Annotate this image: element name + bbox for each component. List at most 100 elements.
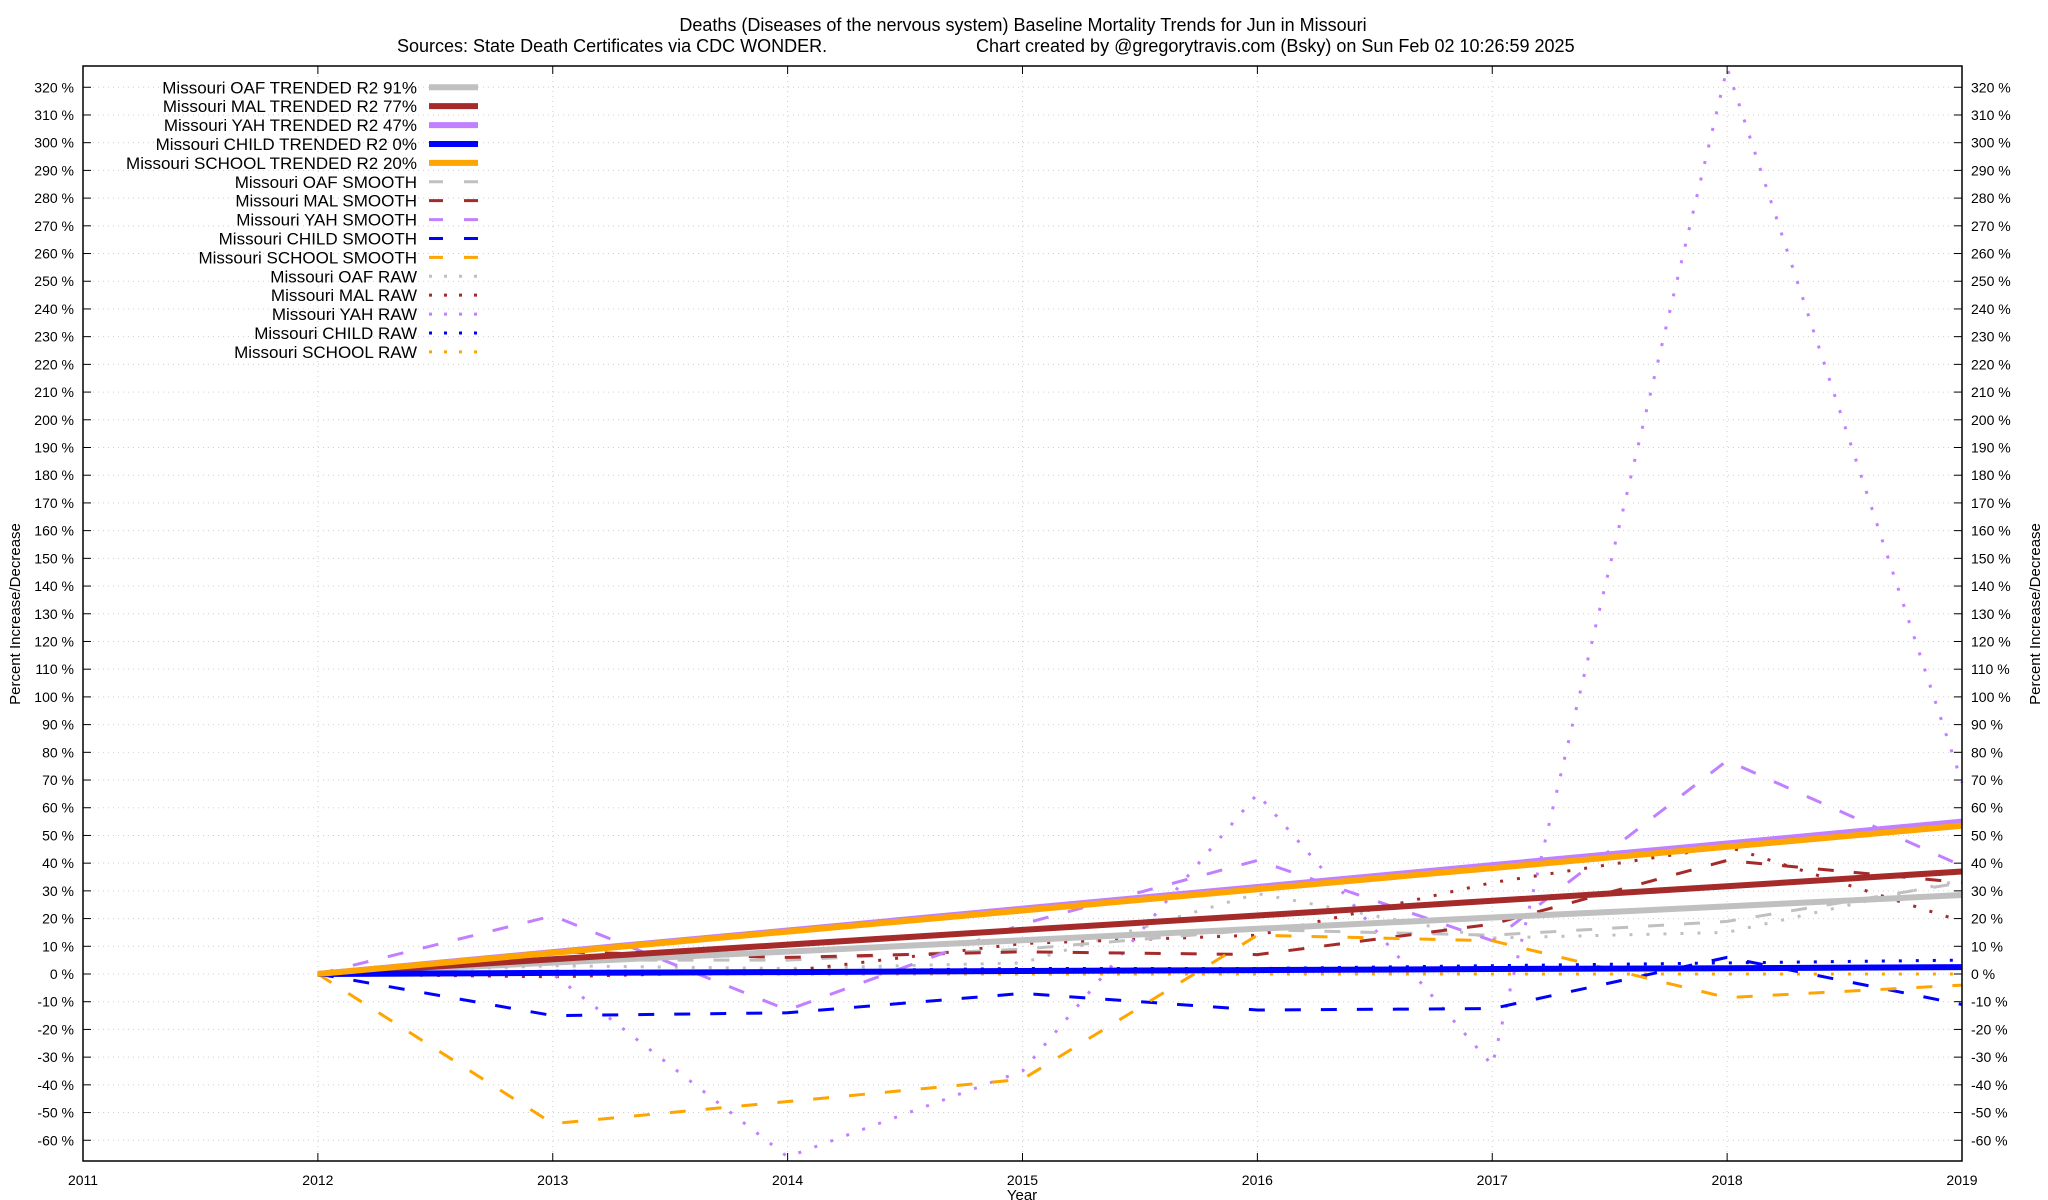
legend-label: Missouri YAH SMOOTH xyxy=(236,211,417,230)
y-tick-label: 280 % xyxy=(34,190,74,206)
y2-tick-label: 310 % xyxy=(1971,107,2011,123)
chart-title: Deaths (Diseases of the nervous system) … xyxy=(679,15,1366,35)
y2-tick-label: 180 % xyxy=(1971,467,2011,483)
series-line-trend-4 xyxy=(317,822,1963,977)
y-tick-label: 50 % xyxy=(42,827,74,843)
series-line-trend-0 xyxy=(317,892,1963,977)
series-line-raw-11 xyxy=(317,845,1963,979)
x-tick-label: 2015 xyxy=(1007,1172,1038,1188)
y2-tick-label: 0 % xyxy=(1971,966,1995,982)
legend-label: Missouri YAH RAW xyxy=(272,305,417,324)
y2-tick-label: 320 % xyxy=(1971,79,2011,95)
y-tick-label: 120 % xyxy=(34,633,74,649)
y2-tick-label: 20 % xyxy=(1971,911,2003,927)
legend-label: Missouri OAF TRENDED R2 91% xyxy=(162,78,417,97)
y-tick-label: 270 % xyxy=(34,218,74,234)
series-group xyxy=(317,66,1964,1159)
x-axis-label: Year xyxy=(1007,1187,1037,1200)
x-tick-label: 2013 xyxy=(537,1172,568,1188)
legend-label: Missouri CHILD RAW xyxy=(254,324,417,343)
y2-tick-label: 220 % xyxy=(1971,356,2011,372)
x-tick-label: 2012 xyxy=(302,1172,333,1188)
y2-tick-label: 230 % xyxy=(1971,329,2011,345)
legend-label: Missouri SCHOOL TRENDED R2 20% xyxy=(126,154,417,173)
y-tick-label: 260 % xyxy=(34,246,74,262)
y2-tick-label: 30 % xyxy=(1971,883,2003,899)
y2-tick-label: 260 % xyxy=(1971,246,2011,262)
y2-tick-label: 10 % xyxy=(1971,938,2003,954)
series-line-smooth-5 xyxy=(317,881,1963,976)
y-tick-label: 210 % xyxy=(34,384,74,400)
y-tick-label: 110 % xyxy=(35,661,74,677)
y-tick-label: -50 % xyxy=(37,1105,74,1121)
y2-tick-label: 70 % xyxy=(1971,772,2003,788)
legend-label: Missouri CHILD SMOOTH xyxy=(219,229,417,248)
y-tick-label: 160 % xyxy=(34,523,74,539)
y2-tick-label: 110 % xyxy=(1971,661,2010,677)
y-tick-label: 40 % xyxy=(42,855,74,871)
y-axis-label: Percent Increase/Decrease xyxy=(7,523,24,705)
series-line-smooth-6 xyxy=(317,858,1963,976)
y-tick-label: 220 % xyxy=(34,356,74,372)
legend-label: Missouri MAL SMOOTH xyxy=(235,192,417,211)
y-tick-label: 180 % xyxy=(34,467,74,483)
y2-tick-label: 270 % xyxy=(1971,218,2011,234)
y2-tick-label: 100 % xyxy=(1971,689,2011,705)
legend-label: Missouri SCHOOL RAW xyxy=(234,343,417,362)
y2-tick-label: 50 % xyxy=(1971,827,2003,843)
y2-tick-label: 150 % xyxy=(1971,550,2011,566)
y2-tick-label: 140 % xyxy=(1971,578,2011,594)
x-tick-label: 2014 xyxy=(772,1172,803,1188)
y2-tick-label: 240 % xyxy=(1971,301,2011,317)
x-tick-label: 2019 xyxy=(1946,1172,1977,1188)
legend-label: Missouri SCHOOL SMOOTH xyxy=(198,248,417,267)
y-tick-label: 190 % xyxy=(34,440,74,456)
y-tick-label: 60 % xyxy=(42,800,74,816)
y2-tick-label: 60 % xyxy=(1971,800,2003,816)
y-tick-label: 300 % xyxy=(34,135,74,151)
y-tick-label: -30 % xyxy=(37,1049,74,1065)
y-tick-label: -20 % xyxy=(37,1021,74,1037)
y2-tick-label: 90 % xyxy=(1971,717,2003,733)
y2-tick-label: 200 % xyxy=(1971,412,2011,428)
y-tick-label: 0 % xyxy=(50,966,74,982)
y-tick-label: 310 % xyxy=(34,107,74,123)
y2-tick-label: 170 % xyxy=(1971,495,2011,511)
y2-tick-label: -20 % xyxy=(1971,1021,2008,1037)
y2-tick-label: 280 % xyxy=(1971,190,2011,206)
y-tick-label: 80 % xyxy=(42,744,74,760)
y-tick-label: -60 % xyxy=(37,1132,74,1148)
legend-label: Missouri OAF RAW xyxy=(270,267,417,286)
y-tick-label: 20 % xyxy=(42,911,74,927)
y-tick-label: 240 % xyxy=(34,301,74,317)
y-tick-label: 10 % xyxy=(42,938,74,954)
y2-tick-label: 250 % xyxy=(1971,273,2011,289)
legend-label: Missouri CHILD TRENDED R2 0% xyxy=(156,135,417,154)
legend: Missouri OAF TRENDED R2 91%Missouri MAL … xyxy=(126,78,478,362)
y-tick-label: -10 % xyxy=(37,994,74,1010)
series-line-trend-3 xyxy=(317,964,1963,977)
y-tick-label: 130 % xyxy=(34,606,74,622)
y2-tick-label: 40 % xyxy=(1971,855,2003,871)
series-line-raw-10 xyxy=(317,878,1963,976)
y-tick-label: -40 % xyxy=(37,1077,74,1093)
y-tick-label: 30 % xyxy=(42,883,74,899)
x-tick-label: 2017 xyxy=(1477,1172,1508,1188)
legend-label: Missouri MAL TRENDED R2 77% xyxy=(163,97,417,116)
y2-tick-label: -10 % xyxy=(1971,994,2008,1010)
chart-subtitle-credit: Chart created by @gregorytravis.com (Bsk… xyxy=(976,36,1575,56)
y-tick-label: 200 % xyxy=(34,412,74,428)
y-tick-label: 140 % xyxy=(34,578,74,594)
y2-tick-label: 160 % xyxy=(1971,523,2011,539)
y2-tick-label: -50 % xyxy=(1971,1105,2008,1121)
legend-label: Missouri OAF SMOOTH xyxy=(235,173,417,192)
y2-tick-label: 190 % xyxy=(1971,440,2011,456)
chart-subtitle-sources: Sources: State Death Certificates via CD… xyxy=(397,36,827,56)
y2-tick-label: -40 % xyxy=(1971,1077,2008,1093)
y2-axis-label: Percent Increase/Decrease xyxy=(2027,523,2044,705)
y-tick-label: 290 % xyxy=(34,162,74,178)
y-tick-label: 320 % xyxy=(34,79,74,95)
y-tick-label: 100 % xyxy=(34,689,74,705)
y-tick-label: 150 % xyxy=(34,550,74,566)
